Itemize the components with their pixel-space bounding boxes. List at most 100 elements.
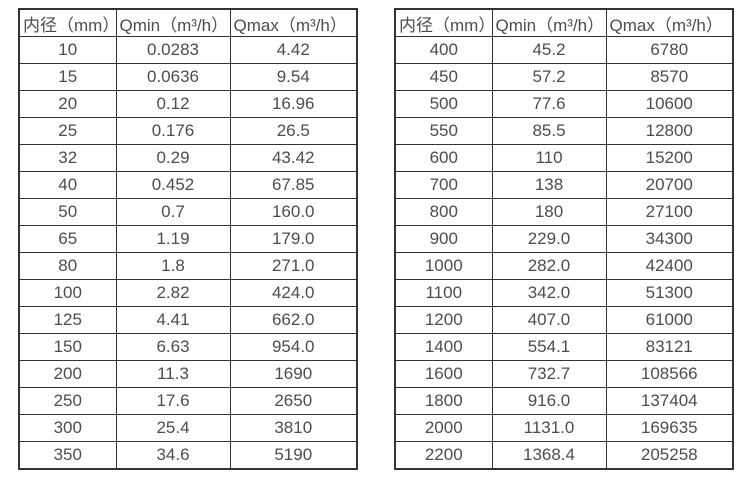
table-cell: 205258: [605, 441, 734, 470]
table-cell: 916.0: [491, 387, 607, 415]
table-row: 550 85.5 12800: [394, 117, 734, 145]
table-cell: 600: [394, 144, 493, 172]
table-cell: 80: [18, 252, 117, 280]
table-cell: 15: [18, 63, 117, 91]
table-cell: 4.42: [229, 36, 358, 64]
table-cell: 6.63: [115, 333, 231, 361]
column-header-qmin: Qmin（m³/h）: [115, 8, 231, 37]
table-cell: 20: [18, 90, 117, 118]
table-cell: 6780: [605, 36, 734, 64]
table-cell: 138: [491, 171, 607, 199]
table-row: 450 57.2 8570: [394, 63, 734, 91]
table-cell: 77.6: [491, 90, 607, 118]
table-cell: 43.42: [229, 144, 358, 172]
table-cell: 20700: [605, 171, 734, 199]
table-cell: 424.0: [229, 279, 358, 307]
table-cell: 45.2: [491, 36, 607, 64]
table-cell: 65: [18, 225, 117, 253]
table-row: 150 6.63 954.0: [18, 333, 358, 361]
table-cell: 67.85: [229, 171, 358, 199]
table-cell: 61000: [605, 306, 734, 334]
table-cell: 2200: [394, 441, 493, 470]
column-header-diameter: 内径（mm）: [394, 8, 493, 37]
table-cell: 27100: [605, 198, 734, 226]
table-cell: 1100: [394, 279, 493, 307]
table-cell: 282.0: [491, 252, 607, 280]
table-cell: 16.96: [229, 90, 358, 118]
table-cell: 125: [18, 306, 117, 334]
table-cell: 0.7: [115, 198, 231, 226]
table-cell: 25.4: [115, 414, 231, 442]
table-cell: 50: [18, 198, 117, 226]
table-cell: 1200: [394, 306, 493, 334]
table-cell: 85.5: [491, 117, 607, 145]
table-cell: 40: [18, 171, 117, 199]
table-cell: 0.12: [115, 90, 231, 118]
table-cell: 1690: [229, 360, 358, 388]
table-row: 1800 916.0 137404: [394, 387, 734, 415]
column-header-qmax: Qmax（m³/h）: [605, 8, 734, 37]
table-row: 15 0.0636 9.54: [18, 63, 358, 91]
table-cell: 2.82: [115, 279, 231, 307]
table-row: 1600 732.7 108566: [394, 360, 734, 388]
table-cell: 1400: [394, 333, 493, 361]
table-cell: 11.3: [115, 360, 231, 388]
table-row: 125 4.41 662.0: [18, 306, 358, 334]
table-cell: 662.0: [229, 306, 358, 334]
table-row: 500 77.6 10600: [394, 90, 734, 118]
table-row: 10 0.0283 4.42: [18, 36, 358, 64]
table-cell: 57.2: [491, 63, 607, 91]
table-cell: 2000: [394, 414, 493, 442]
table-cell: 200: [18, 360, 117, 388]
table-cell: 100: [18, 279, 117, 307]
table-cell: 0.0636: [115, 63, 231, 91]
table-cell: 1600: [394, 360, 493, 388]
table-cell: 108566: [605, 360, 734, 388]
column-header-diameter: 内径（mm）: [18, 8, 117, 37]
table-cell: 1368.4: [491, 441, 607, 470]
table-row: 600 110 15200: [394, 144, 734, 172]
table-cell: 700: [394, 171, 493, 199]
table-header-row: 内径（mm） Qmin（m³/h） Qmax（m³/h）: [18, 8, 358, 37]
table-cell: 5190: [229, 441, 358, 470]
table-cell: 32: [18, 144, 117, 172]
table-cell: 407.0: [491, 306, 607, 334]
table-row: 100 2.82 424.0: [18, 279, 358, 307]
table-header-row-left: 内径（mm） Qmin（m³/h） Qmax（m³/h）: [18, 8, 358, 37]
table-cell: 1131.0: [491, 414, 607, 442]
table-row: 65 1.19 179.0: [18, 225, 358, 253]
table-row: 1100 342.0 51300: [394, 279, 734, 307]
table-cell: 12800: [605, 117, 734, 145]
table-cell: 0.452: [115, 171, 231, 199]
table-cell: 26.5: [229, 117, 358, 145]
table-row: 25 0.176 26.5: [18, 117, 358, 145]
table-header-row-right: 内径（mm） Qmin（m³/h） Qmax（m³/h）: [394, 8, 734, 37]
table-cell: 0.29: [115, 144, 231, 172]
table-cell: 1.8: [115, 252, 231, 280]
table-cell: 137404: [605, 387, 734, 415]
table-row: 50 0.7 160.0: [18, 198, 358, 226]
table-cell: 51300: [605, 279, 734, 307]
table-cell: 10: [18, 36, 117, 64]
table-body-right: 400 45.2 6780 450 57.2 8570 500 77.6 10600 550 85.…: [394, 36, 734, 470]
table-cell: 1800: [394, 387, 493, 415]
table-cell: 250: [18, 387, 117, 415]
table-cell: 1.19: [115, 225, 231, 253]
column-header-qmax: Qmax（m³/h）: [229, 8, 358, 37]
table-cell: 150: [18, 333, 117, 361]
table-row: 1200 407.0 61000: [394, 306, 734, 334]
table-cell: 160.0: [229, 198, 358, 226]
table-cell: 25: [18, 117, 117, 145]
table-header-row: 内径（mm） Qmin（m³/h） Qmax（m³/h）: [394, 8, 734, 37]
table-cell: 2650: [229, 387, 358, 415]
table-cell: 83121: [605, 333, 734, 361]
table-cell: 10600: [605, 90, 734, 118]
table-cell: 15200: [605, 144, 734, 172]
table-cell: 350: [18, 441, 117, 470]
table-row: 300 25.4 3810: [18, 414, 358, 442]
table-cell: 342.0: [491, 279, 607, 307]
table-row: 32 0.29 43.42: [18, 144, 358, 172]
table-row: 800 180 27100: [394, 198, 734, 226]
table-row: 2000 1131.0 169635: [394, 414, 734, 442]
